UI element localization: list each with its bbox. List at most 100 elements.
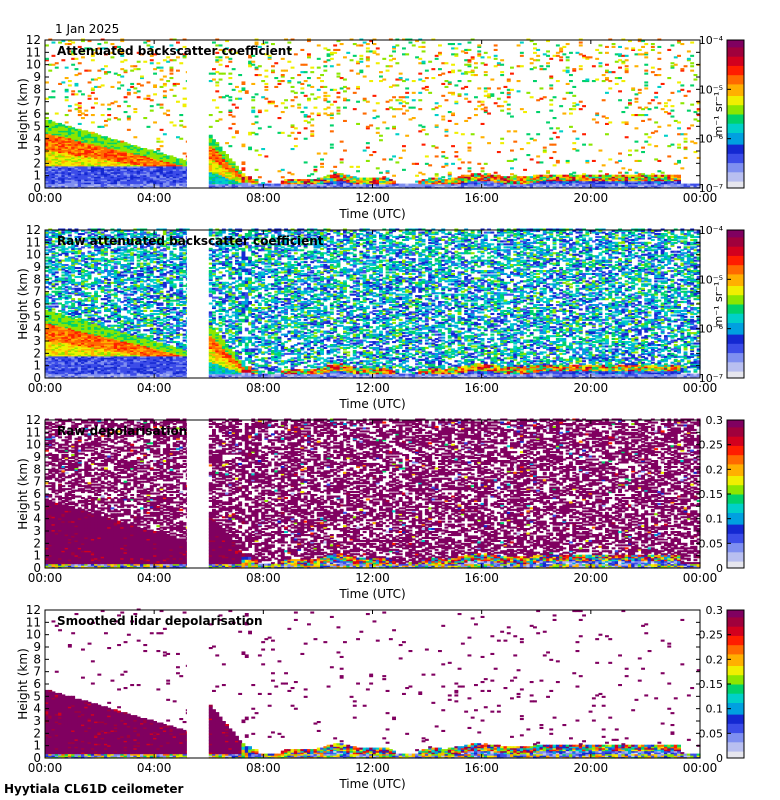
heatmap-cell [310, 183, 315, 186]
heatmap-cell [365, 142, 370, 145]
heatmap-cell [467, 176, 472, 179]
heatmap-cell [140, 152, 144, 155]
heatmap-cell [467, 177, 472, 180]
heatmap-cell [336, 173, 341, 176]
heatmap-cell [71, 90, 76, 93]
heatmap-cell [48, 177, 53, 180]
heatmap-cell [254, 66, 259, 69]
heatmap-cell [149, 62, 154, 65]
heatmap-cell [159, 180, 164, 183]
heatmap-cell [375, 180, 380, 183]
heatmap-cell [97, 161, 102, 164]
heatmap-cell [176, 185, 180, 188]
heatmap-cell [464, 93, 469, 96]
heatmap-cell [382, 182, 387, 185]
heatmap-cell [149, 183, 154, 186]
heatmap-cell [212, 41, 216, 44]
heatmap-cell [637, 159, 642, 162]
heatmap-cell [418, 171, 423, 174]
heatmap-cell [107, 145, 112, 148]
heatmap-cell [608, 158, 613, 161]
heatmap-cell [303, 119, 308, 122]
heatmap-cell [215, 155, 220, 158]
heatmap-cell [90, 142, 95, 145]
heatmap-cell [339, 179, 344, 182]
heatmap-cell [519, 41, 524, 44]
heatmap-cell [81, 143, 85, 146]
heatmap-cell [48, 133, 53, 136]
heatmap-cell [130, 174, 135, 177]
heatmap-cell [87, 81, 92, 84]
heatmap-cell [421, 179, 426, 182]
heatmap-cell [228, 159, 233, 162]
heatmap-cell [97, 182, 102, 185]
heatmap-cell [182, 183, 187, 186]
heatmap-cell [244, 185, 249, 189]
heatmap-cell [51, 96, 56, 99]
heatmap-cell [143, 177, 148, 180]
heatmap-cell [107, 140, 112, 143]
heatmap-cell [444, 80, 449, 83]
heatmap-cell [64, 43, 69, 46]
heatmap-cell [375, 185, 380, 188]
heatmap-cell [447, 185, 452, 188]
heatmap-cell [483, 183, 488, 186]
heatmap-cell [54, 130, 59, 133]
heatmap-cell [64, 176, 69, 179]
heatmap-cell [110, 139, 115, 142]
heatmap-cell [54, 139, 59, 142]
heatmap-cell [208, 171, 213, 174]
heatmap-cell [51, 127, 56, 130]
heatmap-cell [395, 84, 400, 87]
heatmap-cell [58, 122, 62, 125]
x-axis-label: Time (UTC) [338, 207, 405, 221]
heatmap-cell [110, 140, 115, 143]
heatmap-cell [140, 161, 144, 164]
heatmap-cell [395, 185, 400, 188]
heatmap-cell [605, 51, 609, 54]
heatmap-cell [159, 128, 164, 131]
heatmap-cell [97, 176, 102, 179]
heatmap-cell [228, 183, 233, 186]
heatmap-cell [654, 91, 659, 94]
heatmap-cell [562, 45, 567, 48]
heatmap-cell [51, 179, 56, 182]
heatmap-cell [254, 43, 259, 46]
heatmap-cell [48, 145, 53, 148]
heatmap-cell [395, 62, 400, 65]
heatmap-cell [54, 164, 59, 167]
heatmap-cell [212, 179, 216, 182]
heatmap-cell [140, 183, 144, 186]
heatmap-cell [159, 159, 164, 162]
heatmap-cell [149, 109, 154, 112]
heatmap-cell [405, 87, 410, 90]
heatmap-cell [254, 180, 259, 183]
heatmap-cell [162, 179, 167, 182]
heatmap-cell [565, 159, 570, 162]
heatmap-cell [140, 177, 144, 180]
heatmap-cell [235, 174, 239, 177]
heatmap-cell [641, 119, 645, 122]
heatmap-cell [235, 183, 239, 186]
heatmap-cell [104, 142, 108, 145]
heatmap-cell [77, 142, 82, 145]
heatmap-cell [87, 154, 92, 157]
heatmap-cell [333, 179, 338, 182]
heatmap-cell [323, 97, 328, 100]
heatmap-cell [110, 102, 115, 105]
heatmap-cell [359, 69, 364, 72]
heatmap-cell [169, 170, 174, 173]
heatmap-cell [74, 142, 79, 145]
heatmap-cell [480, 174, 485, 177]
heatmap-cell [225, 170, 229, 173]
heatmap-cell [84, 134, 89, 137]
heatmap-cell [365, 100, 370, 103]
heatmap-cell [221, 170, 226, 173]
heatmap-cell [126, 168, 131, 171]
heatmap-cell [316, 177, 321, 180]
heatmap-cell [329, 177, 334, 180]
heatmap-cell [451, 112, 455, 115]
heatmap-cell [58, 125, 62, 128]
heatmap-cell [503, 100, 508, 103]
heatmap-cell [90, 182, 95, 185]
